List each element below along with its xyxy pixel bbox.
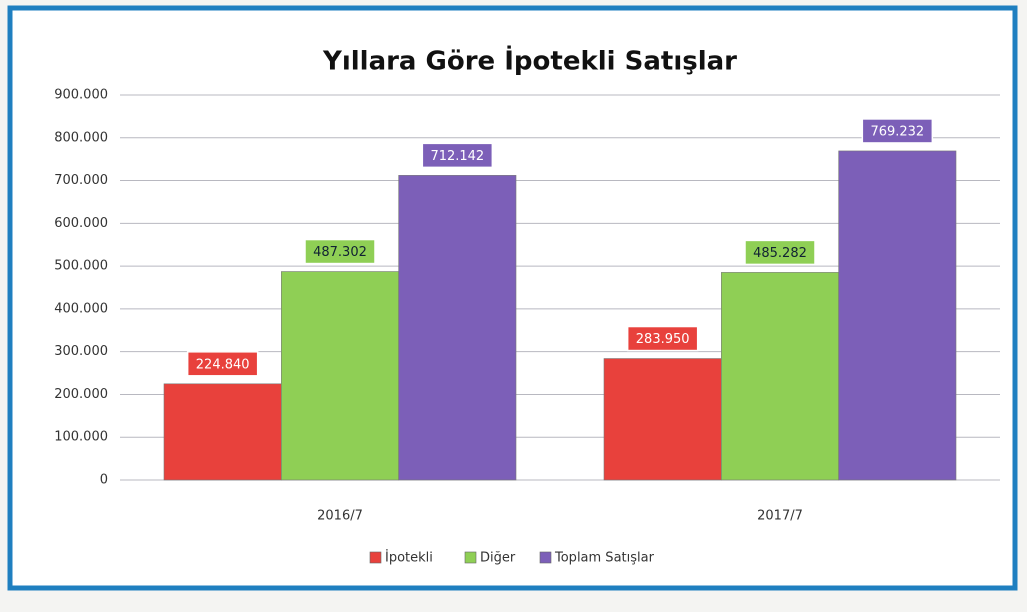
value-label: 769.232: [870, 124, 924, 139]
legend-label: Diğer: [480, 551, 516, 566]
value-label-box: [421, 142, 494, 169]
legend-label: Toplam Satışlar: [554, 551, 655, 566]
bar: [163, 383, 282, 481]
y-tick-label: 600.000: [54, 216, 108, 231]
y-tick-label: 300.000: [54, 344, 108, 359]
legend-swatch: [464, 551, 477, 564]
bar: [838, 150, 957, 481]
x-tick-label: 2017/7: [757, 509, 803, 524]
y-tick-label: 500.000: [54, 259, 108, 274]
y-tick-label: 0: [100, 473, 108, 488]
y-tick-label: 700.000: [54, 173, 108, 188]
bar: [281, 271, 399, 481]
bar: [721, 272, 839, 481]
bar: [603, 358, 722, 481]
y-tick-label: 200.000: [54, 387, 108, 402]
value-label-box: [626, 325, 699, 352]
y-tick-label: 100.000: [54, 430, 108, 445]
y-tick-label: 800.000: [54, 130, 108, 145]
value-label-box: [304, 238, 376, 265]
value-label: 712.142: [430, 149, 484, 164]
value-label: 487.302: [313, 245, 367, 260]
value-label: 485.282: [753, 246, 807, 261]
value-label-box: [186, 351, 259, 377]
value-label-box: [861, 118, 934, 144]
legend-swatch: [539, 551, 552, 564]
chart-title: Yıllara Göre İpotekli Satışlar: [322, 45, 737, 77]
x-tick-label: 2016/7: [317, 509, 363, 524]
y-tick-label: 900.000: [54, 88, 108, 103]
legend-label: İpotekli: [385, 550, 433, 566]
value-label: 224.840: [196, 357, 250, 372]
value-label: 283.950: [636, 332, 690, 347]
bar: [398, 175, 517, 481]
value-label-box: [744, 239, 816, 266]
legend-swatch: [369, 551, 382, 564]
y-tick-label: 400.000: [54, 301, 108, 316]
